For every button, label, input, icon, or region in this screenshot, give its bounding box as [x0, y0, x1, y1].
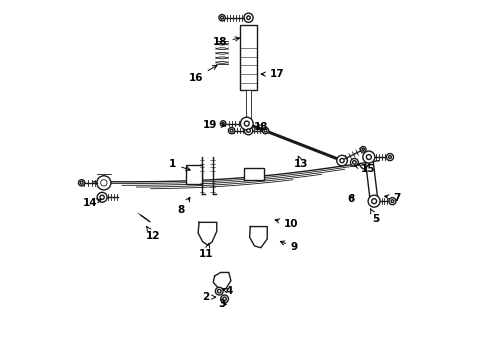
Circle shape	[80, 181, 83, 184]
Bar	[240, 25, 257, 90]
Text: 14: 14	[82, 198, 101, 208]
Text: 13: 13	[294, 156, 309, 169]
Text: 3: 3	[219, 299, 226, 309]
Circle shape	[245, 126, 253, 135]
Circle shape	[247, 129, 250, 132]
Polygon shape	[249, 226, 267, 248]
Circle shape	[247, 16, 250, 19]
Circle shape	[97, 176, 111, 190]
Circle shape	[220, 16, 223, 19]
Text: 11: 11	[199, 243, 214, 259]
Text: 2: 2	[202, 292, 216, 302]
Circle shape	[97, 192, 107, 202]
Circle shape	[389, 156, 392, 158]
Circle shape	[218, 289, 221, 293]
Text: 19: 19	[202, 120, 225, 130]
Circle shape	[337, 155, 347, 166]
Circle shape	[101, 180, 107, 186]
Circle shape	[222, 122, 224, 125]
Circle shape	[241, 117, 253, 130]
Text: 15: 15	[355, 165, 376, 174]
Polygon shape	[198, 222, 217, 245]
Bar	[244, 168, 264, 180]
Text: 16: 16	[188, 66, 217, 83]
Polygon shape	[213, 273, 231, 289]
Text: 17: 17	[261, 69, 284, 79]
Circle shape	[264, 129, 267, 132]
Circle shape	[78, 180, 85, 186]
Text: 18: 18	[213, 37, 240, 48]
Text: 7: 7	[385, 193, 400, 203]
Circle shape	[391, 200, 394, 203]
Circle shape	[262, 127, 269, 134]
Circle shape	[223, 297, 226, 301]
Text: 10: 10	[275, 219, 298, 229]
Circle shape	[389, 198, 396, 205]
Circle shape	[362, 148, 364, 150]
Circle shape	[244, 13, 253, 22]
Circle shape	[367, 154, 371, 159]
Circle shape	[230, 129, 233, 132]
Text: 18: 18	[254, 122, 268, 132]
Text: 8: 8	[178, 197, 190, 215]
Circle shape	[216, 287, 223, 295]
Circle shape	[363, 151, 375, 163]
Circle shape	[220, 295, 228, 303]
Text: 9: 9	[280, 241, 298, 252]
Circle shape	[100, 195, 104, 199]
Text: 6: 6	[347, 194, 354, 204]
Bar	[186, 165, 201, 184]
Circle shape	[371, 199, 377, 204]
Bar	[246, 90, 251, 131]
Circle shape	[219, 14, 225, 21]
Circle shape	[245, 121, 249, 126]
Text: 12: 12	[146, 226, 161, 242]
Circle shape	[220, 121, 226, 126]
Circle shape	[387, 154, 393, 161]
Circle shape	[228, 127, 235, 134]
Text: 4: 4	[222, 286, 233, 296]
Text: 1: 1	[169, 159, 190, 171]
Circle shape	[340, 158, 344, 163]
Circle shape	[353, 161, 356, 164]
Circle shape	[350, 158, 358, 166]
Circle shape	[368, 195, 380, 207]
Text: 5: 5	[370, 208, 379, 224]
Circle shape	[360, 147, 366, 152]
